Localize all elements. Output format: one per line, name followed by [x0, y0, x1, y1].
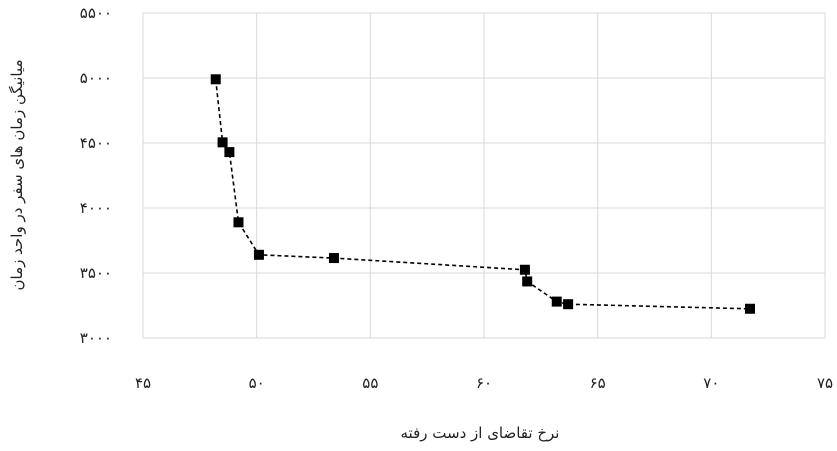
x-tick-label: ۶۰ — [476, 374, 492, 392]
x-tick-label: ۵۰ — [249, 374, 265, 392]
data-point — [224, 147, 235, 158]
series-path — [214, 79, 751, 310]
x-tick-label: ۷۰ — [703, 374, 719, 392]
x-tick-label: ۶۵ — [590, 374, 606, 392]
y-axis-title: میانیگن زمان های سفر در واحد زمان — [8, 59, 26, 290]
data-markers — [210, 74, 755, 314]
data-point — [522, 276, 533, 287]
x-axis-title: نرخ تقاضای از دست رفته — [401, 424, 560, 442]
data-point — [744, 303, 755, 314]
y-tick-label: ۴۰۰۰ — [80, 199, 112, 217]
data-point — [253, 249, 264, 260]
data-point — [328, 253, 339, 264]
y-tick-labels: ۳۰۰۰ ۳۵۰۰ ۴۰۰۰ ۴۵۰۰ ۵۰۰۰ ۵۵۰۰ — [80, 4, 112, 347]
data-point — [210, 74, 221, 85]
data-point — [551, 296, 562, 307]
y-tick-label: ۴۵۰۰ — [80, 134, 112, 152]
x-tick-label: ۷۵ — [817, 374, 833, 392]
y-tick-label: ۵۰۰۰ — [80, 69, 112, 87]
data-point — [563, 299, 574, 310]
gridlines — [142, 12, 826, 339]
y-tick-label: ۵۵۰۰ — [80, 4, 112, 22]
series-line — [214, 79, 751, 310]
data-point — [519, 264, 530, 275]
y-tick-label: ۳۰۰۰ — [80, 329, 112, 347]
data-point — [217, 137, 228, 148]
x-tick-label: ۵۵ — [362, 374, 378, 392]
y-tick-label: ۳۵۰۰ — [80, 264, 112, 282]
x-tick-labels: ۴۵ ۵۰ ۵۵ ۶۰ ۶۵ ۷۰ ۷۵ — [135, 374, 833, 392]
x-tick-label: ۴۵ — [135, 374, 151, 392]
data-point — [233, 217, 244, 228]
